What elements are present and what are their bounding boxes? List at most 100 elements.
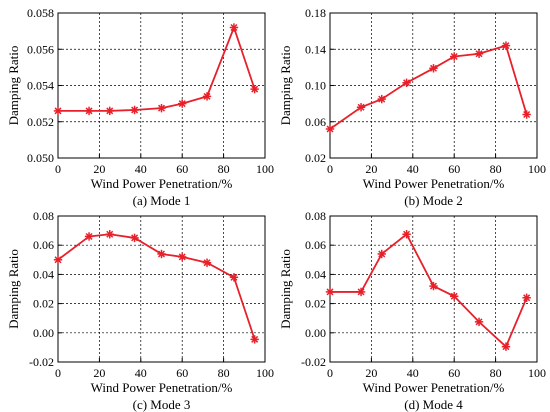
panel-1-ytick-label: 0.058 [27, 6, 54, 20]
panel-3-point [130, 233, 139, 243]
panel-2-point-stroke [357, 103, 365, 111]
panel-1-xtick-label: 0 [55, 162, 61, 176]
panel-2-xtick-label: 0 [327, 162, 333, 176]
panel-2-point-stroke [403, 79, 411, 87]
panel-2-ytick-label: 0.06 [305, 115, 326, 129]
panel-1-point [250, 84, 259, 94]
panel-4-xtick-label: 80 [490, 366, 502, 380]
panel-1-xtick-label: 40 [135, 162, 147, 176]
panel-2-point [402, 78, 411, 87]
panel-3-caption: (c) Mode 3 [133, 397, 191, 412]
panel-4-caption: (d) Mode 4 [404, 397, 463, 412]
panel-3-ytick-label: 0.00 [33, 326, 54, 340]
panel-1-ytick-label: 0.052 [27, 115, 54, 129]
panel-3-ylabel: Damping Ratio [6, 249, 21, 329]
panel-2-point-stroke [502, 42, 510, 50]
panel-1-point [229, 23, 239, 32]
panel-1-point [84, 106, 94, 116]
panel-3-point-stroke [131, 234, 139, 242]
panel-2-point [474, 49, 484, 58]
panel-3-point-stroke [203, 259, 211, 267]
panel-3-point [84, 232, 94, 241]
panel-2-point-stroke [378, 95, 386, 103]
panel-3-point [250, 335, 259, 344]
panel-4-point-stroke [502, 343, 510, 351]
panel-1-xlabel: Wind Power Penetration/% [91, 176, 233, 191]
panel-3-point [105, 230, 114, 239]
panel-1-point [202, 92, 212, 101]
panel-4-xtick-label: 100 [528, 366, 546, 380]
panel-3-xtick-label: 80 [218, 366, 230, 380]
panel-4-ytick-label: 0.08 [305, 209, 326, 223]
panel-4-point [402, 230, 411, 239]
panel-1-point-stroke [251, 85, 259, 93]
panel-2-point-stroke [523, 110, 531, 119]
panel-1-point-stroke [131, 106, 139, 114]
panel-3-point-stroke [106, 230, 114, 238]
panel-1-point-stroke [203, 92, 211, 100]
panel-2-xtick-label: 20 [365, 162, 377, 176]
panel-2-point [377, 94, 386, 104]
panel-4-xtick-label: 40 [407, 366, 419, 380]
panel-4-point-stroke [403, 230, 411, 238]
panel-1-xtick-label: 80 [218, 162, 230, 176]
panel-2-caption: (b) Mode 2 [404, 193, 463, 208]
panel-2-xlabel: Wind Power Penetration/% [363, 176, 505, 191]
panel-4-point-stroke [326, 288, 334, 296]
panel-1-ytick-label: 0.056 [27, 42, 54, 56]
panel-4-point [429, 281, 438, 291]
panel-2-ytick-label: 0.14 [305, 42, 326, 56]
panel-2-chart: 0 20 40 60 80 100 0.02 0.06 0.10 0.14 0.18 Wind Pow… [278, 6, 546, 208]
panel-2-xtick-label: 40 [407, 162, 419, 176]
panel-2-point-stroke [429, 64, 438, 72]
panel-1-point [105, 106, 114, 116]
panel-1-point-stroke [157, 104, 166, 112]
panel-4-xtick-label: 60 [448, 366, 460, 380]
panel-4-xtick-label: 0 [327, 366, 333, 380]
panel-4-xtick-label: 20 [365, 366, 377, 380]
panel-1-point [130, 105, 139, 115]
panel-4-ytick-label: -0.02 [301, 355, 326, 369]
panel-1-point [53, 106, 63, 116]
panel-3-xlabel: Wind Power Penetration/% [91, 380, 233, 395]
panel-4-point [450, 292, 459, 301]
panel-3-ytick-label: -0.02 [29, 355, 54, 369]
panel-1-xtick-label: 100 [256, 162, 274, 176]
panel-3-point [202, 258, 212, 267]
panel-3-xtick-label: 0 [55, 366, 61, 380]
panel-3-chart: 0 20 40 60 80 100 -0.02 0.00 0.02 0.04 0.06 0.08 Win… [6, 209, 274, 412]
panel-3-point [53, 255, 63, 264]
panel-2-series-line [329, 44, 528, 130]
panel-1-xtick-label: 60 [176, 162, 188, 176]
panel-2-xtick-label: 60 [448, 162, 460, 176]
panel-3-plot-frame [57, 215, 266, 363]
panel-2-ytick-label: 0.18 [305, 6, 326, 20]
panel-1-point-stroke [106, 107, 114, 115]
panel-2-xtick-label: 100 [528, 162, 546, 176]
panel-1-xtick-label: 20 [93, 162, 105, 176]
panel-3-point [178, 252, 187, 262]
panel-3-series-line [57, 233, 256, 340]
panel-2-ytick-label: 0.02 [305, 151, 326, 165]
panel-1-point [157, 103, 166, 113]
panel-2-point-stroke [450, 52, 458, 61]
panel-2-point [356, 103, 366, 112]
panel-3-ytick-label: 0.08 [33, 209, 54, 223]
panel-4-point-stroke [475, 318, 483, 326]
panel-2-xtick-label: 80 [490, 162, 502, 176]
panel-3-xtick-label: 100 [256, 366, 274, 380]
panel-3-point-stroke [85, 232, 93, 240]
panel-2-point-stroke [326, 125, 334, 133]
panel-4-ytick-label: 0.06 [305, 238, 326, 252]
panel-2-point [325, 124, 335, 134]
panel-1-point-stroke [230, 23, 238, 32]
panel-2-point-stroke [475, 50, 483, 58]
panel-4-point-stroke [523, 294, 531, 302]
panel-4-point [325, 287, 335, 297]
panel-4-point-stroke [429, 282, 438, 290]
panel-2-plot-frame [329, 12, 538, 159]
panel-3-ytick-label: 0.02 [33, 297, 54, 311]
panel-3-xtick-label: 40 [135, 366, 147, 380]
panel-2-point [522, 110, 531, 119]
